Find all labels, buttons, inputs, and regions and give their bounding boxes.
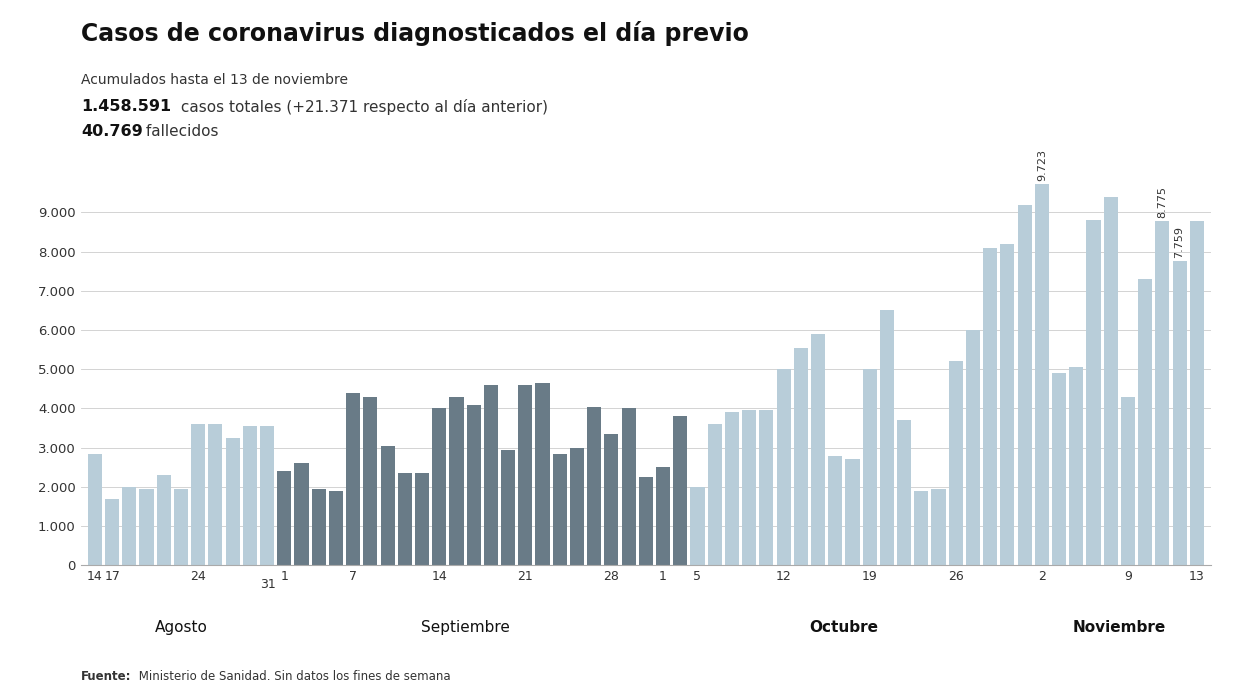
Bar bbox=[208, 424, 222, 565]
Text: Noviembre: Noviembre bbox=[1073, 620, 1166, 634]
Bar bbox=[931, 489, 946, 565]
Bar bbox=[500, 450, 515, 565]
Bar bbox=[173, 489, 188, 565]
Bar bbox=[191, 424, 205, 565]
Bar bbox=[157, 475, 171, 565]
Bar bbox=[725, 413, 739, 565]
Bar bbox=[880, 311, 894, 565]
Bar bbox=[1173, 261, 1187, 565]
Text: 1.458.591: 1.458.591 bbox=[81, 99, 171, 114]
Bar bbox=[105, 498, 119, 565]
Bar bbox=[622, 408, 635, 565]
Bar bbox=[363, 396, 377, 565]
Bar bbox=[226, 438, 240, 565]
Bar bbox=[312, 489, 326, 565]
Text: Fuente:: Fuente: bbox=[81, 669, 131, 683]
Bar bbox=[260, 426, 275, 565]
Text: Ministerio de Sanidad. Sin datos los fines de semana: Ministerio de Sanidad. Sin datos los fin… bbox=[135, 669, 451, 683]
Bar bbox=[122, 487, 136, 565]
Bar bbox=[1103, 197, 1118, 565]
Bar bbox=[243, 426, 257, 565]
Bar bbox=[690, 487, 705, 565]
Text: Casos de coronavirus diagnosticados el día previo: Casos de coronavirus diagnosticados el d… bbox=[81, 21, 749, 46]
Bar bbox=[948, 362, 962, 565]
Text: Septiembre: Septiembre bbox=[421, 620, 509, 634]
Bar bbox=[295, 463, 308, 565]
Bar bbox=[570, 447, 584, 565]
Bar bbox=[673, 416, 688, 565]
Text: 40.769: 40.769 bbox=[81, 124, 142, 139]
Bar bbox=[1156, 221, 1169, 565]
Bar bbox=[656, 468, 670, 565]
Bar bbox=[518, 385, 533, 565]
Bar bbox=[535, 383, 549, 565]
Bar bbox=[414, 473, 429, 565]
Bar bbox=[1017, 205, 1032, 565]
Text: Octubre: Octubre bbox=[810, 620, 879, 634]
Text: Acumulados hasta el 13 de noviembre: Acumulados hasta el 13 de noviembre bbox=[81, 73, 348, 87]
Bar bbox=[277, 471, 291, 565]
Text: 9.723: 9.723 bbox=[1037, 149, 1047, 181]
Bar bbox=[467, 405, 480, 565]
Bar bbox=[604, 434, 619, 565]
Text: casos totales (+21.371 respecto al día anterior): casos totales (+21.371 respecto al día a… bbox=[176, 99, 548, 115]
Bar bbox=[484, 385, 498, 565]
Bar bbox=[1189, 221, 1204, 565]
Bar bbox=[1070, 367, 1083, 565]
Text: Agosto: Agosto bbox=[155, 620, 207, 634]
Bar bbox=[346, 393, 361, 565]
Bar bbox=[449, 396, 463, 565]
Text: 7.759: 7.759 bbox=[1174, 226, 1184, 258]
Bar bbox=[811, 334, 825, 565]
Bar bbox=[553, 454, 567, 565]
Bar bbox=[1138, 279, 1152, 565]
Bar bbox=[776, 369, 791, 565]
Bar bbox=[897, 420, 911, 565]
Bar bbox=[140, 489, 154, 565]
Text: fallecidos: fallecidos bbox=[141, 124, 218, 139]
Bar bbox=[845, 459, 860, 565]
Bar bbox=[1001, 244, 1015, 565]
Bar bbox=[1087, 221, 1101, 565]
Bar bbox=[708, 424, 721, 565]
Bar bbox=[759, 410, 774, 565]
Bar bbox=[794, 348, 807, 565]
Bar bbox=[862, 369, 877, 565]
Bar bbox=[743, 410, 756, 565]
Bar bbox=[381, 446, 394, 565]
Bar bbox=[1121, 396, 1134, 565]
Text: 31: 31 bbox=[260, 578, 276, 591]
Bar bbox=[87, 454, 102, 565]
Bar bbox=[829, 456, 842, 565]
Bar bbox=[432, 408, 447, 565]
Bar bbox=[329, 491, 343, 565]
Bar bbox=[398, 473, 412, 565]
Text: 8.775: 8.775 bbox=[1157, 186, 1167, 218]
Bar bbox=[1052, 373, 1066, 565]
Bar bbox=[966, 330, 980, 565]
Bar bbox=[1035, 184, 1048, 565]
Bar bbox=[983, 248, 997, 565]
Bar bbox=[587, 406, 602, 565]
Bar bbox=[915, 491, 929, 565]
Bar bbox=[639, 477, 653, 565]
